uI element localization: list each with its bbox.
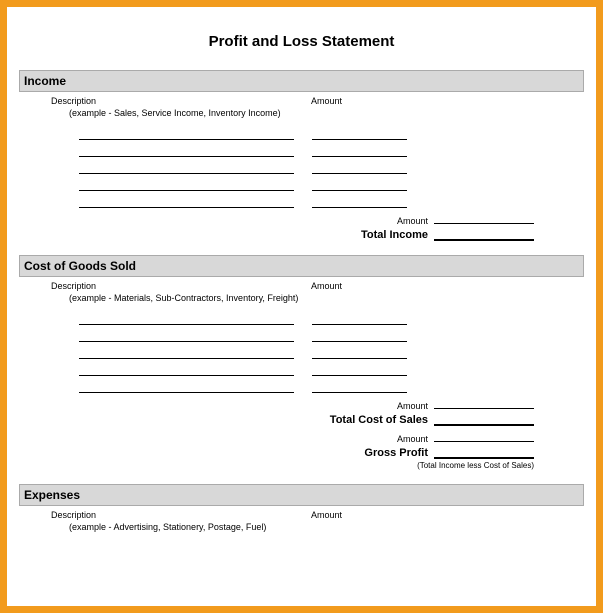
amount-blank[interactable]	[312, 145, 407, 157]
amount-blank[interactable]	[312, 381, 407, 393]
line-item	[79, 162, 584, 174]
expenses-column-labels: Description Amount	[51, 510, 584, 520]
subtotal-blank[interactable]	[434, 399, 534, 409]
expenses-example: (example - Advertising, Stationery, Post…	[69, 522, 584, 532]
description-blank[interactable]	[79, 313, 294, 325]
cogs-total-row: Total Cost of Sales	[19, 414, 584, 426]
description-label: Description	[51, 281, 311, 291]
amount-blank[interactable]	[312, 330, 407, 342]
amount-label: Amount	[311, 281, 411, 291]
description-blank[interactable]	[79, 162, 294, 174]
amount-label: Amount	[311, 510, 411, 520]
gross-profit-explain: (Total Income less Cost of Sales)	[19, 461, 584, 470]
income-column-labels: Description Amount	[51, 96, 584, 106]
total-blank[interactable]	[434, 229, 534, 241]
amount-label: Amount	[397, 216, 428, 226]
description-label: Description	[51, 96, 311, 106]
gross-profit-row: Gross Profit	[19, 447, 584, 459]
amount-blank[interactable]	[312, 162, 407, 174]
amount-label: Amount	[397, 434, 428, 444]
line-item	[79, 145, 584, 157]
amount-label: Amount	[397, 401, 428, 411]
gross-profit-label: Gross Profit	[364, 447, 428, 459]
gross-profit-block: Amount Gross Profit (Total Income less C…	[19, 432, 584, 470]
amount-blank[interactable]	[312, 364, 407, 376]
amount-blank[interactable]	[312, 128, 407, 140]
description-blank[interactable]	[79, 128, 294, 140]
cogs-column-labels: Description Amount	[51, 281, 584, 291]
line-item	[79, 313, 584, 325]
amount-blank[interactable]	[312, 313, 407, 325]
description-blank[interactable]	[79, 347, 294, 359]
line-item	[79, 196, 584, 208]
amount-blank[interactable]	[312, 196, 407, 208]
description-blank[interactable]	[79, 381, 294, 393]
line-item	[79, 179, 584, 191]
description-blank[interactable]	[79, 364, 294, 376]
income-total-row: Total Income	[19, 229, 584, 241]
description-blank[interactable]	[79, 145, 294, 157]
line-item	[79, 347, 584, 359]
amount-label: Amount	[311, 96, 411, 106]
gross-subtotal-row: Amount	[19, 432, 584, 444]
income-header: Income	[19, 70, 584, 92]
subtotal-blank[interactable]	[434, 432, 534, 442]
description-blank[interactable]	[79, 330, 294, 342]
income-subtotal-row: Amount	[19, 214, 584, 226]
description-label: Description	[51, 510, 311, 520]
document-frame: Profit and Loss Statement Income Descrip…	[0, 0, 603, 613]
cogs-example: (example - Materials, Sub-Contractors, I…	[69, 293, 584, 303]
income-lines	[79, 128, 584, 208]
subtotal-blank[interactable]	[434, 214, 534, 224]
line-item	[79, 330, 584, 342]
income-example: (example - Sales, Service Income, Invent…	[69, 108, 584, 118]
amount-blank[interactable]	[312, 179, 407, 191]
amount-blank[interactable]	[312, 347, 407, 359]
description-blank[interactable]	[79, 179, 294, 191]
page-title: Profit and Loss Statement	[19, 33, 584, 50]
line-item	[79, 128, 584, 140]
total-income-label: Total Income	[361, 229, 428, 241]
line-item	[79, 364, 584, 376]
expenses-header: Expenses	[19, 484, 584, 506]
cogs-header: Cost of Goods Sold	[19, 255, 584, 277]
total-blank[interactable]	[434, 414, 534, 426]
line-item	[79, 381, 584, 393]
total-cogs-label: Total Cost of Sales	[330, 414, 428, 426]
cogs-subtotal-row: Amount	[19, 399, 584, 411]
description-blank[interactable]	[79, 196, 294, 208]
total-blank[interactable]	[434, 447, 534, 459]
cogs-lines	[79, 313, 584, 393]
